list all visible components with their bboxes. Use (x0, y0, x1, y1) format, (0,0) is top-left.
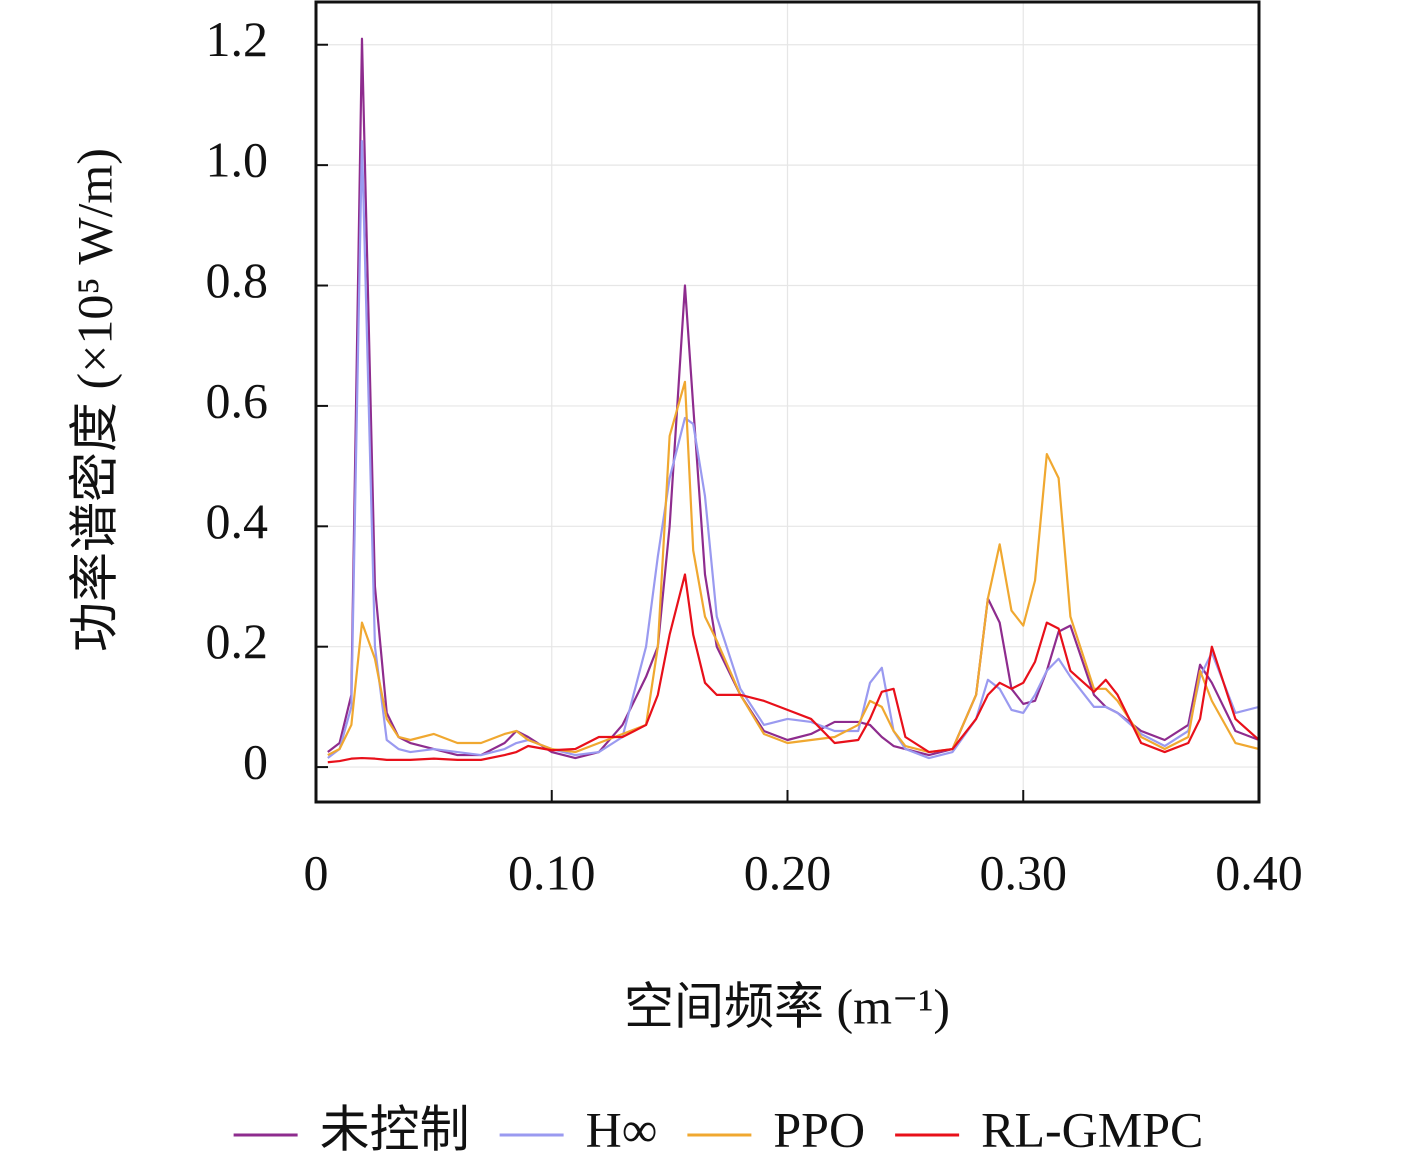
legend-label: 未控制 (320, 1101, 470, 1157)
series-line (327, 380, 1259, 757)
y-tick-label: 0.4 (206, 493, 269, 549)
plot-lines (327, 37, 1259, 764)
y-tick-label: 0.2 (206, 613, 269, 669)
x-tick-label: 0.10 (508, 844, 596, 900)
series-line (327, 139, 1259, 760)
x-tick-label: 0.20 (744, 844, 832, 900)
y-tick-label: 1.0 (206, 132, 269, 188)
x-axis-label: 空间频率 (m⁻¹) (624, 978, 950, 1034)
series-line (327, 37, 1259, 760)
x-tick-label: 0.30 (980, 844, 1068, 900)
x-tick-label: 0.40 (1215, 844, 1303, 900)
y-tick-label: 0.8 (206, 252, 269, 308)
x-tick-label: 0 (304, 844, 329, 900)
y-tick-label: 0 (243, 734, 268, 790)
plot-frame (314, 0, 1261, 804)
legend-label: RL-GMPC (981, 1101, 1203, 1157)
y-tick-label: 1.2 (206, 11, 269, 67)
legend-label: PPO (773, 1101, 865, 1157)
y-axis-label: 功率谱密度 (×10⁵ W/m) (66, 148, 122, 652)
legend-label: H∞ (586, 1101, 658, 1157)
series-line (327, 573, 1259, 764)
y-tick-label: 0.6 (206, 372, 269, 428)
